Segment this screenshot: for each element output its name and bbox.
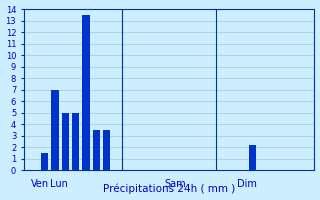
Text: Lun: Lun [50, 179, 68, 189]
Bar [51, 90, 59, 170]
Text: Sam: Sam [164, 179, 186, 189]
Text: Dim: Dim [236, 179, 256, 189]
Bar [41, 153, 48, 170]
Text: Ven: Ven [31, 179, 49, 189]
Bar [249, 145, 256, 170]
Bar [93, 130, 100, 170]
Bar [83, 15, 90, 170]
Bar [103, 130, 110, 170]
X-axis label: Précipitations 24h ( mm ): Précipitations 24h ( mm ) [103, 184, 235, 194]
Bar [62, 113, 69, 170]
Bar [72, 113, 79, 170]
